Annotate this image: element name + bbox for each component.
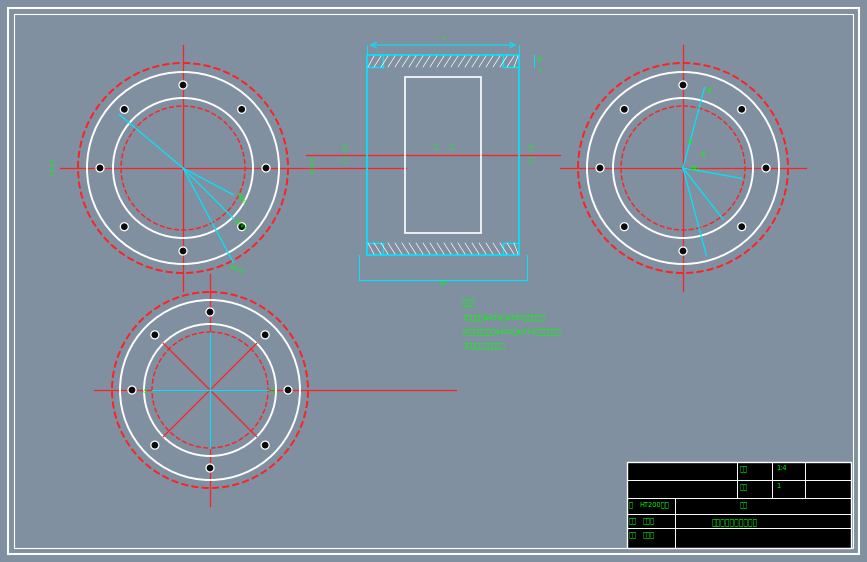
Circle shape [262, 164, 270, 172]
Circle shape [261, 331, 269, 339]
Circle shape [96, 164, 104, 172]
Circle shape [620, 105, 629, 114]
Circle shape [121, 105, 128, 114]
Text: 视: 视 [50, 168, 55, 175]
Text: φ: φ [688, 138, 693, 144]
Bar [367, 55, 519, 255]
Text: 林晓薇: 林晓薇 [643, 517, 655, 524]
Text: b: b [270, 388, 274, 394]
Text: 1、顶端面φ450，φ350精后加工，: 1、顶端面φ450，φ350精后加工， [462, 314, 544, 320]
Circle shape [151, 441, 159, 449]
Text: HT200铸铁: HT200铸铁 [639, 501, 668, 507]
Text: 视: 视 [342, 156, 347, 162]
Circle shape [679, 247, 687, 255]
Text: ↕: ↕ [536, 57, 540, 62]
Circle shape [596, 164, 604, 172]
Text: 中: 中 [434, 144, 437, 150]
Text: a: a [143, 388, 147, 394]
Text: 核准: 核准 [629, 531, 637, 538]
Text: 张: 张 [629, 501, 633, 507]
Text: 1: 1 [441, 36, 445, 41]
Text: φu: φu [691, 165, 701, 171]
Bar [627, 462, 851, 548]
Circle shape [238, 105, 245, 114]
Text: 后: 后 [529, 144, 533, 151]
Circle shape [284, 386, 292, 394]
Text: 2、连接圆锥中心φ420，φ310圆通保同心，: 2、连接圆锥中心φ420，φ310圆通保同心， [462, 328, 562, 334]
Text: 4: 4 [538, 68, 542, 73]
Text: φ: φ [701, 151, 706, 157]
Text: 1: 1 [776, 483, 780, 489]
Text: φ145: φ145 [232, 217, 247, 232]
Text: φ175: φ175 [229, 264, 245, 275]
Circle shape [620, 223, 629, 230]
Circle shape [128, 386, 136, 394]
Text: φ: φ [707, 87, 711, 93]
Text: φ96: φ96 [235, 192, 245, 205]
Text: 前: 前 [342, 144, 347, 151]
Text: 材料: 材料 [740, 501, 748, 507]
Circle shape [151, 331, 159, 339]
Circle shape [261, 441, 269, 449]
Text: 东北工业大学毕业设计: 东北工业大学毕业设计 [712, 519, 758, 528]
Circle shape [679, 81, 687, 89]
Circle shape [762, 164, 770, 172]
Bar [405, 77, 481, 233]
Circle shape [738, 223, 746, 230]
Text: 8: 8 [538, 57, 542, 62]
Text: 件数: 件数 [740, 483, 748, 490]
Text: 设计: 设计 [629, 517, 637, 524]
Text: 说: 说 [310, 157, 314, 164]
Text: 1:4: 1:4 [776, 465, 786, 471]
Circle shape [121, 223, 128, 230]
Circle shape [206, 308, 214, 316]
Text: 说明：: 说明： [462, 298, 476, 307]
Text: 3、配用波动机选号方: 3、配用波动机选号方 [462, 342, 505, 348]
Text: 主: 主 [50, 159, 55, 166]
Circle shape [206, 464, 214, 472]
Text: 黄玉起: 黄玉起 [643, 531, 655, 538]
Circle shape [238, 223, 245, 230]
Text: 39: 39 [439, 281, 447, 286]
Text: 间: 间 [449, 144, 453, 150]
Text: 明: 明 [310, 166, 314, 173]
Text: 视: 视 [529, 156, 533, 162]
Circle shape [179, 81, 187, 89]
Text: 比例: 比例 [740, 465, 748, 472]
Circle shape [179, 247, 187, 255]
Circle shape [738, 105, 746, 114]
